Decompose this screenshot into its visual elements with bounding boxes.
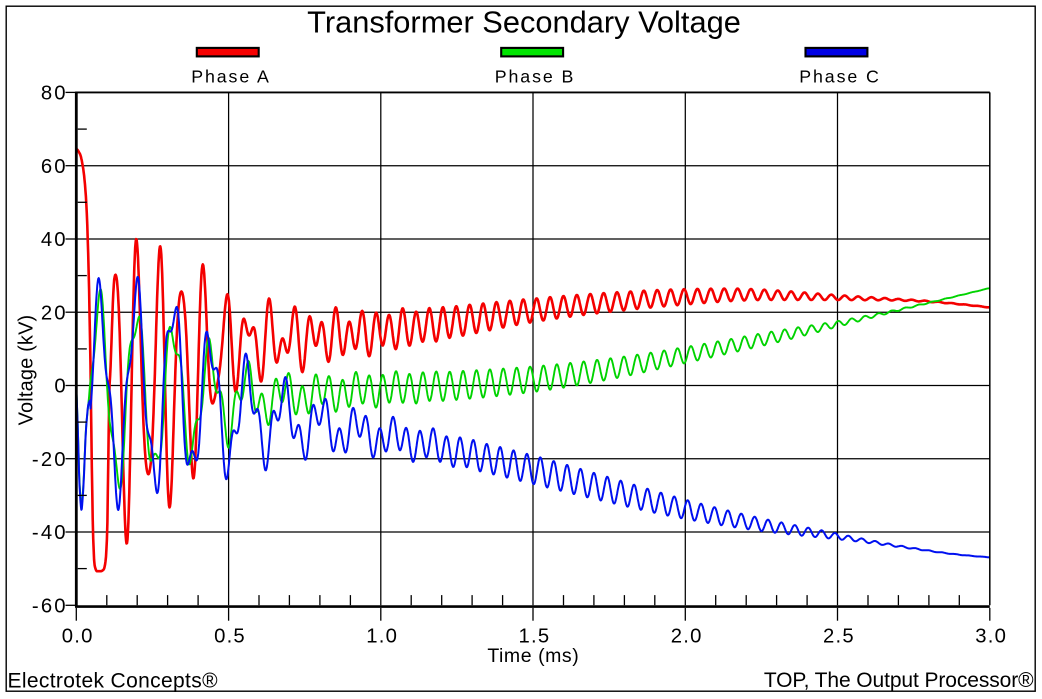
svg-text:Phase C: Phase C	[799, 66, 881, 86]
svg-text:3.0: 3.0	[975, 626, 1007, 648]
svg-text:Phase A: Phase A	[191, 66, 271, 86]
svg-text:1.0: 1.0	[366, 626, 398, 648]
svg-text:-60: -60	[32, 595, 68, 617]
svg-text:20: 20	[41, 302, 68, 324]
svg-text:Electrotek Concepts®: Electrotek Concepts®	[8, 670, 219, 693]
svg-text:-40: -40	[32, 522, 68, 544]
svg-text:0.0: 0.0	[62, 626, 94, 648]
svg-text:1.5: 1.5	[519, 626, 551, 648]
svg-text:40: 40	[41, 229, 68, 251]
svg-text:0: 0	[54, 376, 67, 398]
svg-text:80: 80	[41, 83, 68, 105]
svg-text:2.5: 2.5	[823, 626, 855, 648]
svg-text:Time (ms): Time (ms)	[487, 645, 579, 667]
svg-text:0.5: 0.5	[214, 626, 246, 648]
svg-text:Voltage (kV): Voltage (kV)	[16, 315, 38, 426]
svg-text:Phase B: Phase B	[495, 66, 576, 86]
svg-text:TOP, The Output Processor®: TOP, The Output Processor®	[764, 669, 1034, 692]
svg-text:-20: -20	[32, 449, 68, 471]
svg-text:Transformer Secondary Voltage: Transformer Secondary Voltage	[307, 4, 741, 39]
svg-text:60: 60	[41, 156, 68, 178]
svg-text:2.0: 2.0	[671, 626, 703, 648]
